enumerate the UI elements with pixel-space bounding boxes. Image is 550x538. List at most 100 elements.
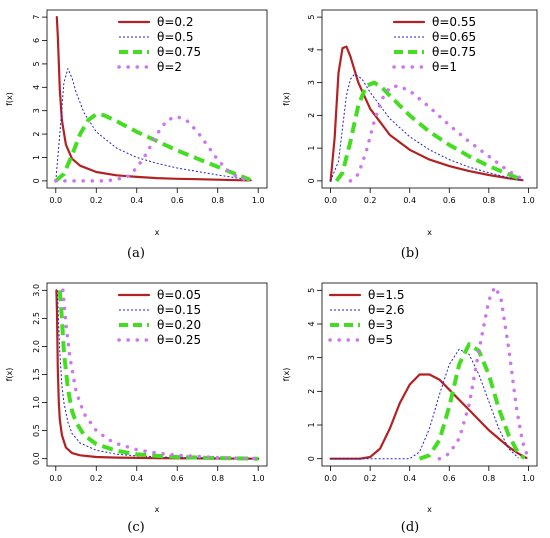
y-axis-label: f(x) (282, 368, 291, 382)
panel-4: 0.0 0.2 0.4 0.6 0.8 1.0012345xf(x)θ=1.5θ=2.6θ… (282, 282, 538, 535)
panel-2: 0.0 0.2 0.4 0.6 0.8 1.0 0 1 2 3 4 5 x f(x) θ=0.55θ=0.6… (282, 9, 538, 261)
y-tick-label: 0 (307, 178, 316, 183)
x-axis-label: x (427, 228, 432, 237)
plot-frame (321, 9, 538, 189)
y-tick-label: 4 (32, 85, 41, 90)
x-tick-label: 0.4 (403, 196, 416, 205)
y-tick-label: 1.0 (32, 396, 41, 409)
y-tick-label: 1 (307, 146, 316, 151)
x-tick-label: 0.8 (211, 474, 224, 483)
x-tick-label: 0.6 (443, 196, 456, 205)
legend-label: θ=3 (368, 318, 393, 332)
series-line-2 (55, 68, 253, 181)
x-axis-label: x (155, 505, 160, 514)
panel-caption: (d) (401, 520, 419, 535)
x-tick-label: 0.0 (49, 196, 62, 205)
x-tick-label: 0.0 (324, 196, 337, 205)
curves (54, 16, 253, 183)
y-tick-label: 2 (32, 132, 41, 137)
legend-label: θ=5 (368, 333, 393, 347)
y-tick-label: 3 (32, 108, 41, 113)
x-tick-label: 1.0 (522, 474, 535, 483)
legend: θ=0.05θ=0.15θ=0.20θ=0.25 (117, 288, 201, 347)
legend-label: θ=0.75 (157, 45, 201, 59)
y-tick-label: 2 (307, 389, 316, 394)
legend-label: θ=0.65 (432, 30, 476, 44)
x-tick-label: 0.6 (443, 474, 456, 483)
series-line-3 (54, 112, 251, 183)
series-line-4 (54, 114, 250, 183)
y-axis-label: f(x) (282, 92, 291, 106)
y-tick-label: 3.0 (32, 284, 41, 297)
series-line-3 (57, 290, 259, 461)
x-tick-label: 1.0 (252, 196, 265, 205)
y-tick-label: 7 (32, 15, 41, 20)
series-line-1 (55, 16, 252, 182)
y-tick-label: 3 (307, 80, 316, 85)
x-tick-label: 0.8 (211, 196, 224, 205)
legend-label: θ=0.75 (432, 45, 476, 59)
y-tick-label: 1 (307, 422, 316, 427)
legend-label: θ=2 (157, 60, 182, 74)
y-tick-label: 4 (307, 321, 316, 326)
y-tick-label: 5 (32, 61, 41, 66)
x-tick-label: 1.0 (252, 474, 265, 483)
x-tick-label: 0.8 (482, 474, 495, 483)
y-tick-label: 0 (32, 178, 41, 183)
series-line-4 (437, 285, 531, 461)
series-line-2 (330, 348, 519, 460)
x-tick-label: 0.0 (49, 474, 62, 483)
x-tick-label: 0.6 (171, 196, 184, 205)
legend-label: θ=0.5 (157, 30, 193, 44)
y-tick-label: 2.5 (32, 312, 41, 325)
panel-caption: (c) (127, 520, 144, 535)
series-line-1 (329, 45, 524, 182)
y-tick-label: 5 (307, 15, 316, 20)
y-tick-label: 3 (307, 355, 316, 360)
plot-frame (321, 282, 538, 467)
legend-label: θ=0.05 (157, 288, 201, 302)
x-tick-label: 0.2 (364, 196, 377, 205)
legend-label: θ=0.55 (432, 15, 476, 29)
y-tick-label: 0 (307, 456, 316, 461)
legend-label: θ=1 (432, 60, 457, 74)
legend-label: θ=2.6 (368, 303, 404, 317)
legend: θ=1.5θ=2.6θ=3θ=5 (328, 288, 404, 347)
y-tick-label: 6 (32, 38, 41, 43)
y-tick-label: 4 (307, 47, 316, 52)
x-axis-label: x (427, 505, 432, 514)
legend-label: θ=0.25 (157, 333, 201, 347)
series-line-3 (334, 80, 524, 183)
panel-caption: (b) (401, 246, 419, 261)
x-axis-label: x (155, 228, 160, 237)
y-tick-label: 5 (307, 288, 316, 293)
x-tick-label: 0.4 (130, 474, 143, 483)
y-axis-label: f(x) (5, 92, 14, 106)
x-tick-label: 0.4 (403, 474, 416, 483)
x-tick-label: 0.0 (324, 474, 337, 483)
series-line-3 (418, 342, 526, 461)
y-tick-label: 0.5 (32, 424, 41, 437)
series-line-1 (329, 373, 528, 460)
y-tick-label: 1.5 (32, 368, 41, 381)
series-line-4 (348, 84, 525, 183)
y-tick-label: 1 (32, 155, 41, 160)
x-tick-label: 0.4 (130, 196, 143, 205)
x-tick-label: 0.2 (90, 196, 103, 205)
legend-label: θ=0.2 (157, 15, 193, 29)
panel-1: 0.0 0.2 0.4 0.6 0.8 1.001234567xf(x)θ=0.2θ=0.… (5, 9, 268, 261)
y-tick-label: 2 (307, 113, 316, 118)
legend: θ=0.2θ=0.5θ=0.75θ=2 (117, 15, 201, 74)
legend: θ=0.55θ=0.65θ=0.75θ=1 (392, 15, 476, 74)
panel-3: 0.0 0.2 0.4 0.6 0.8 1.0 0.0 0.5 1.0 1.5 2.0 2.5 3.0 x… (5, 282, 268, 535)
x-tick-label: 0.6 (171, 474, 184, 483)
x-tick-label: 0.2 (90, 474, 103, 483)
series-line-1 (55, 289, 260, 460)
legend-label: θ=1.5 (368, 288, 404, 302)
plot-frame (46, 9, 268, 189)
x-tick-label: 0.2 (364, 474, 377, 483)
curves (55, 288, 260, 461)
legend-label: θ=0.15 (157, 303, 201, 317)
curves (329, 285, 531, 461)
